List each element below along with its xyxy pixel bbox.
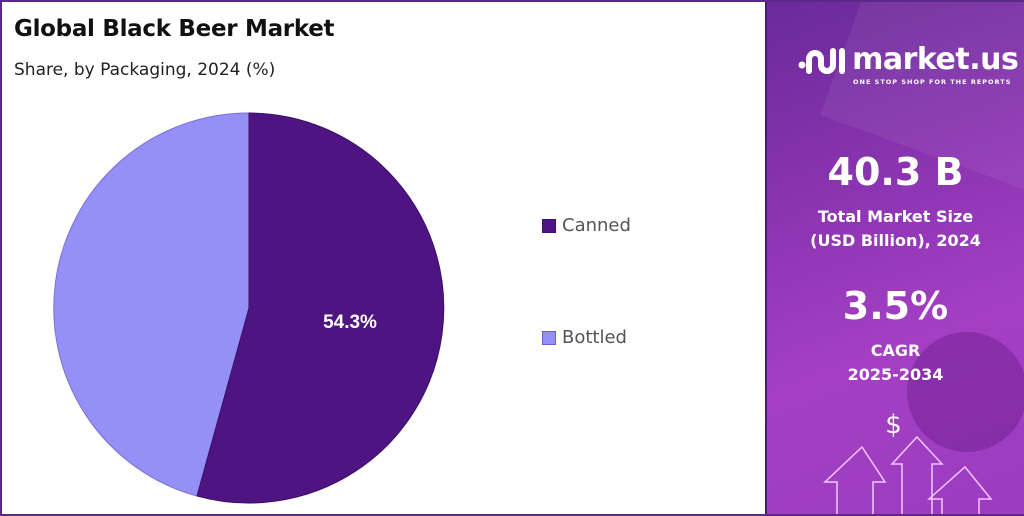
pie-slice-bottled — [53, 112, 250, 497]
legend-swatch-canned — [542, 218, 556, 233]
market-size-label-2: (USD Billion), 2024 — [810, 231, 981, 250]
legend-swatch-bottled — [542, 330, 556, 345]
pie-label-canned: 54.3% — [323, 312, 377, 333]
market-size-value: 40.3 B — [827, 150, 964, 194]
summary-panel: market.us ONE STOP SHOP FOR THE REPORTS … — [765, 2, 1024, 514]
dollar-icon: $ — [885, 410, 902, 440]
chart-title: Global Black Beer Market — [14, 16, 335, 42]
legend-label-canned: Canned — [562, 215, 631, 236]
chart-panel: Global Black Beer Market Share, by Packa… — [2, 2, 764, 514]
background-circle — [907, 332, 1024, 452]
cagr-label-2: 2025-2034 — [847, 365, 944, 384]
market-size-label-1: Total Market Size — [817, 207, 974, 226]
cagr-value: 3.5% — [842, 284, 949, 328]
pie-chart: 54.3% — [53, 112, 445, 504]
legend-item-canned: Canned — [542, 215, 631, 236]
logo-mark-icon — [798, 47, 845, 74]
market-us-logo: market.us ONE STOP SHOP FOR THE REPORTS — [797, 42, 1019, 86]
legend-label-bottled: Bottled — [562, 327, 627, 348]
logo-tagline: ONE STOP SHOP FOR THE REPORTS — [853, 78, 1012, 86]
legend-item-bottled: Bottled — [542, 327, 627, 348]
growth-arrows-icon — [823, 435, 993, 514]
chart-subtitle: Share, by Packaging, 2024 (%) — [14, 60, 276, 80]
cagr-label-1: CAGR — [870, 341, 921, 360]
pie-slice-canned — [196, 112, 445, 504]
logo-name: market.us — [852, 42, 1019, 77]
